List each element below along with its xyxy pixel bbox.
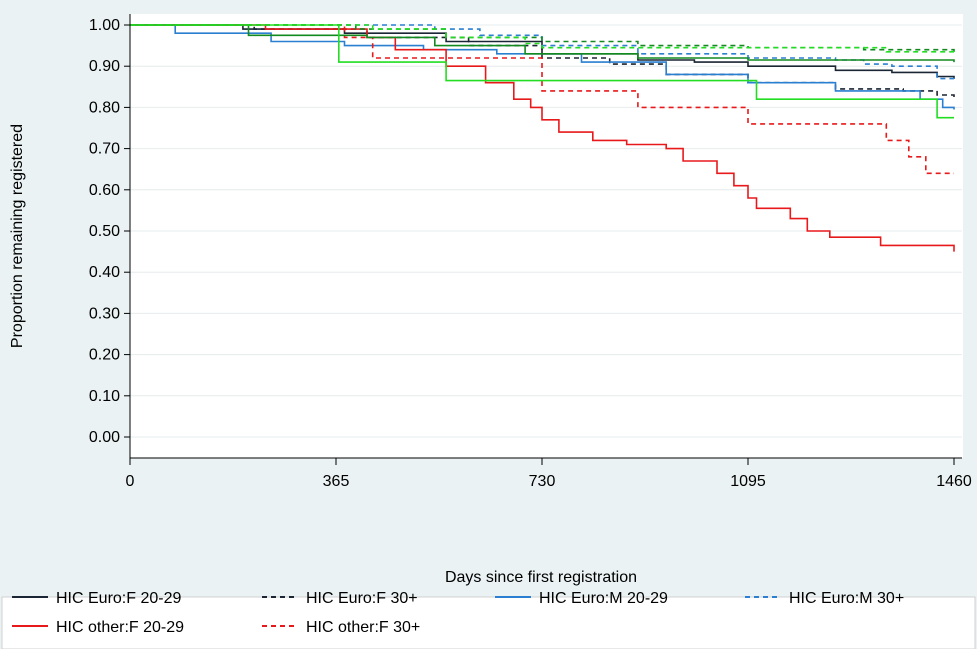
y-tick-label: 0.80: [89, 99, 120, 116]
series-line: [130, 24, 955, 54]
axes: 0.00 0.10 0.20 0.30 0.40 0.50 0.60 0.70 0.80 0.90…: [89, 14, 972, 490]
legend-label: HIC Euro:M 20-29: [539, 590, 668, 607]
y-tick-label: 0.60: [89, 182, 120, 199]
legend-label: HIC Euro:M 30+: [789, 590, 904, 607]
x-axis-title: Days since first registration: [445, 569, 637, 586]
y-tick-label: 0.20: [89, 347, 120, 364]
legend-label: LMIC:M 20-29: [539, 647, 640, 649]
y-tick-label: 0.30: [89, 305, 120, 322]
x-tick-label: 365: [323, 473, 350, 490]
legend: HIC Euro:F 20-29 HIC Euro:F 30+ HIC Euro:M…: [12, 590, 904, 649]
series-line: [130, 24, 954, 175]
y-tick-label: 1.00: [89, 17, 120, 34]
legend-label: LMIC:M 30+: [789, 647, 877, 649]
y-tick-label: 0.90: [89, 58, 120, 75]
series-line: [130, 24, 955, 81]
series-line: [130, 24, 955, 79]
legend-label: HIC other:F 20-29: [56, 619, 184, 636]
y-tick-label: 0.50: [89, 223, 120, 240]
legend-box: [1, 596, 976, 649]
series-line: [130, 24, 955, 63]
series-line: [130, 24, 955, 252]
y-axis-title: Proportion remaining registered: [9, 124, 26, 348]
x-tick-label: 0: [126, 473, 135, 490]
x-tick-label: 1095: [730, 473, 766, 490]
legend-label: HIC other:F 30+: [306, 619, 420, 636]
x-tick-label: 730: [529, 473, 556, 490]
grid: [130, 24, 962, 438]
y-tick-label: 0.40: [89, 264, 120, 281]
y-tick-label: 0.10: [89, 388, 120, 405]
legend-label: LMIC:F 20-29: [56, 647, 154, 649]
legend-label: HIC Euro:F 30+: [306, 590, 418, 607]
y-tick-label: 0.70: [89, 141, 120, 158]
legend-label: LMIC:F 30+: [306, 647, 390, 649]
y-tick-label: 0.00: [89, 429, 120, 446]
series-lines: [130, 24, 955, 252]
series-line: [130, 24, 955, 52]
legend-label: HIC Euro:F 20-29: [56, 590, 181, 607]
series-line: [130, 24, 954, 119]
x-tick-label: 1460: [936, 473, 972, 490]
plot-area: [130, 14, 963, 458]
